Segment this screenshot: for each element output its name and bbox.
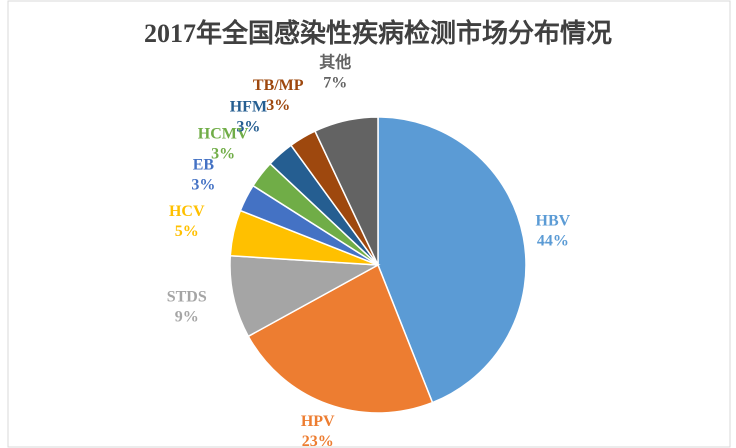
slice-value: 5% — [175, 223, 199, 240]
slice-label: EB — [193, 157, 215, 174]
slice-value: 3% — [191, 177, 215, 194]
slice-label: STDS — [167, 288, 207, 305]
slice-label: HFM — [230, 99, 267, 116]
slice-value: 3% — [211, 146, 235, 163]
slice-value: 44% — [537, 232, 569, 249]
slice-value: 3% — [236, 119, 260, 136]
slice-label: HBV — [536, 212, 571, 229]
slice-label: HCMV — [198, 126, 249, 143]
slice-label: 其他 — [319, 52, 351, 71]
pie-slice — [229, 254, 381, 338]
pie-slice — [377, 116, 527, 404]
slice-value: 3% — [266, 97, 290, 114]
pie-slice — [313, 116, 379, 266]
chart-title: 2017年全国感染性疾病检测市场分布情况 — [144, 18, 612, 48]
slice-label: HCV — [169, 203, 205, 220]
slice-label: TB/MP — [253, 77, 304, 94]
slice-value: 23% — [302, 433, 334, 448]
slice-label: HPV — [301, 413, 335, 430]
pie-slice — [247, 263, 434, 414]
slice-value: 9% — [175, 308, 199, 325]
slice-value: 7% — [323, 74, 347, 91]
